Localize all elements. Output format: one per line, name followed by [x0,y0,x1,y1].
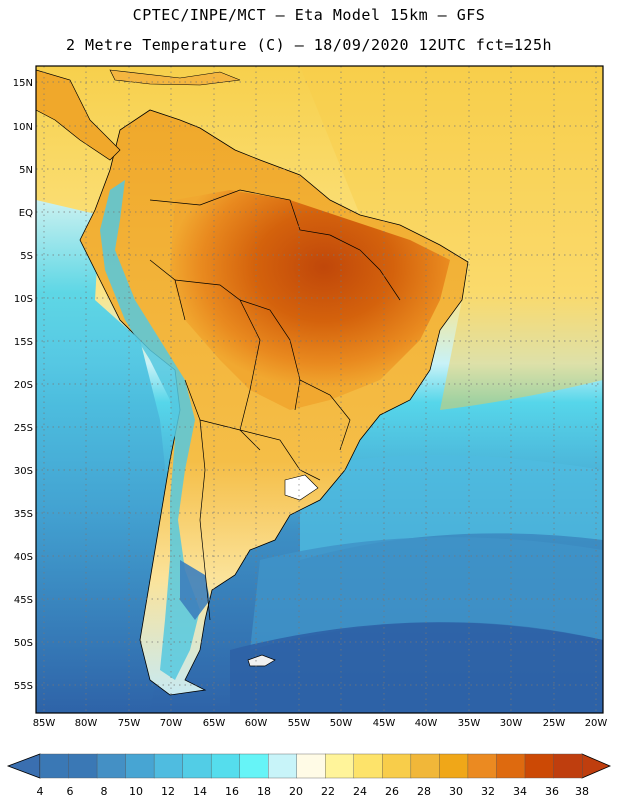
colorbar-cell [382,753,412,779]
colorbar-cell [239,753,269,779]
lat-label: 10N [13,122,33,133]
colorbar-cell [182,753,212,779]
colorbar-label: 18 [257,785,271,798]
lon-label: 80W [75,718,98,729]
grid-lines [36,66,603,713]
lat-label: 30S [14,466,33,477]
colorbar-label: 24 [353,785,367,798]
lat-label: 5S [20,251,33,262]
colorbar-high-arrow [581,753,612,779]
colorbar-cell [553,753,583,779]
colorbar-label: 8 [101,785,108,798]
colorbar-cell [296,753,326,779]
lat-label: 25S [14,423,33,434]
colorbar-label: 12 [161,785,175,798]
longitude-axis: 85W 80W 75W 70W 65W 60W 55W 50W 45W 40W … [33,718,608,729]
colorbar-label: 22 [321,785,335,798]
lon-label: 65W [203,718,226,729]
lat-label: 10S [14,294,33,305]
country-borders [149,189,401,621]
colorbar-cell [410,753,440,779]
lat-label: 35S [14,509,33,520]
colorbar-cell [125,753,155,779]
lon-label: 50W [330,718,353,729]
colorbar-cell [439,753,469,779]
colorbar-cell [210,753,241,779]
lon-label: 30W [500,718,523,729]
hot-interior-region [170,190,450,410]
latitude-axis: 15N 10N 5N EQ 5S 10S 15S 20S 25S 30S 35S… [13,78,33,692]
colorbar-cell [268,753,298,779]
colorbar-label: 30 [449,785,463,798]
pacific-ocean-field [36,200,175,713]
lat-label: 40S [14,552,33,563]
lat-label: 5N [19,165,33,176]
colorbar-label: 26 [385,785,399,798]
andes-cold-strip [100,180,200,680]
colorbar-label: 4 [37,785,44,798]
colorbar-label: 28 [417,785,431,798]
lon-label: 85W [33,718,56,729]
lon-label: 75W [118,718,141,729]
lon-label: 60W [245,718,268,729]
temperature-colorbar: 4 6 8 10 12 14 16 18 20 22 24 26 28 30 3… [6,753,612,798]
lon-label: 35W [458,718,481,729]
lon-label: 20W [585,718,608,729]
colorbar-label: 16 [225,785,239,798]
map-title-line-1: CPTEC/INPE/MCT – Eta Model 15km – GFS [132,6,486,24]
lon-label: 25W [543,718,566,729]
lat-label: 15N [13,78,33,89]
colorbar-cell [524,753,554,779]
colorbar-cells [39,753,583,779]
colorbar-cell [325,753,355,779]
lon-label: 40W [415,718,438,729]
colorbar-cell [496,753,526,779]
colorbar-label: 34 [513,785,527,798]
colorbar-label: 36 [545,785,559,798]
lon-label: 55W [288,718,311,729]
colorbar-labels: 4 6 8 10 12 14 16 18 20 22 24 26 28 30 3… [37,785,590,798]
colorbar-cell [153,753,184,779]
lat-label: EQ [19,208,33,219]
colorbar-label: 10 [129,785,143,798]
map-title-line-2: 2 Metre Temperature (C) – 18/09/2020 12U… [65,36,553,54]
colorbar-label: 20 [289,785,303,798]
colorbar-cell [68,753,98,779]
colorbar-label: 32 [481,785,495,798]
colorbar-cell [353,753,383,779]
colorbar-label: 6 [67,785,74,798]
map-frame [35,65,604,714]
lon-label: 45W [373,718,396,729]
lat-label: 55S [14,681,33,692]
colorbar-cell [96,753,127,779]
colorbar-label: 14 [193,785,207,798]
colorbar-cell [39,753,70,779]
colorbar-low-arrow [6,753,41,779]
lat-label: 50S [14,638,33,649]
lon-label: 70W [160,718,183,729]
lat-label: 15S [14,337,33,348]
lat-label: 20S [14,380,33,391]
lat-label: 45S [14,595,33,606]
colorbar-cell [467,753,497,779]
map-plot-area [36,66,603,713]
colorbar-label: 38 [575,785,589,798]
